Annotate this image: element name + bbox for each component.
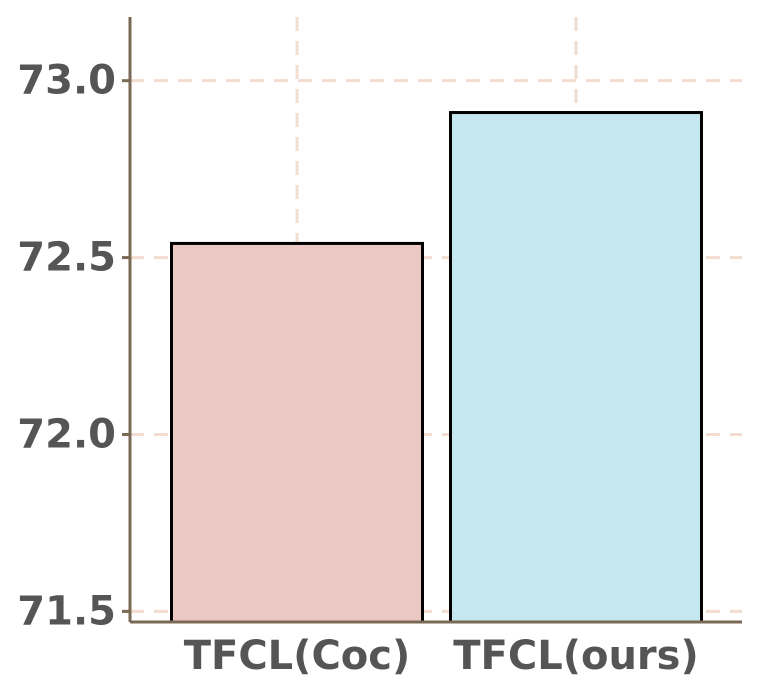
bar [170,241,424,624]
y-tick-label: 72.0 [17,411,116,457]
y-tick-label: 73.0 [17,58,116,104]
y-tick-label: 71.5 [17,588,116,634]
x-tick-label: TFCL(Coc) [184,633,411,679]
bar [449,111,703,624]
x-tick-label: TFCL(ours) [453,633,699,679]
y-tick-label: 72.5 [17,235,116,281]
